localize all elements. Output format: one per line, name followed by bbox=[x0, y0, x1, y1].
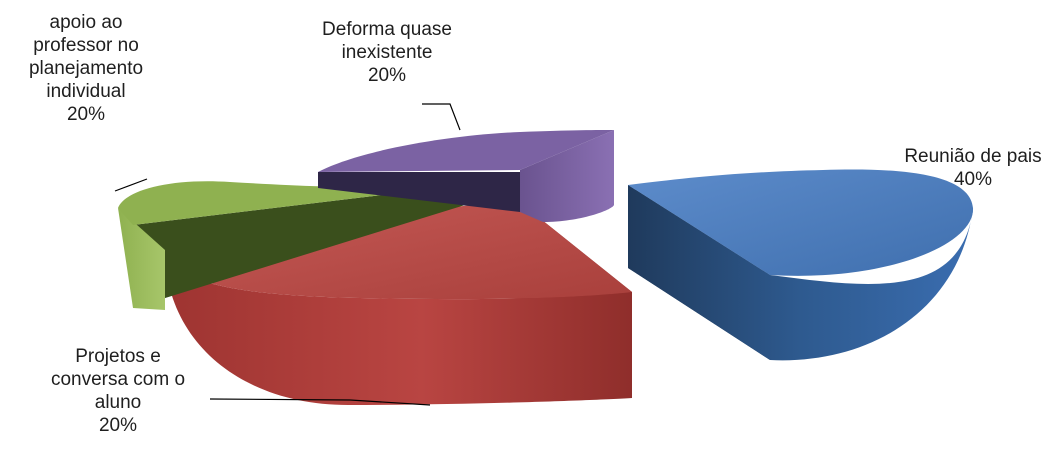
label-line: Projetos e bbox=[75, 346, 161, 367]
label-line: aluno bbox=[95, 392, 142, 413]
pie-slice-label: Reunião de pais 40% bbox=[904, 146, 1041, 190]
pie-slice-side bbox=[118, 208, 165, 310]
label-line: individual bbox=[46, 81, 125, 102]
label-line: inexistente bbox=[342, 42, 433, 63]
pie-slice-label: Deforma quase inexistente 20% bbox=[322, 19, 452, 86]
pie-slice bbox=[318, 130, 614, 222]
label-line: Reunião de pais bbox=[904, 146, 1041, 167]
pie-slice-side bbox=[628, 185, 973, 361]
pie-slice-wall bbox=[318, 172, 520, 212]
pie-slice-side bbox=[520, 130, 614, 222]
label-line: Deforma quase bbox=[322, 19, 452, 40]
pie-slice-top bbox=[165, 200, 632, 300]
leader-line bbox=[422, 103, 461, 131]
pie-slice-value-label: 20% bbox=[67, 104, 105, 125]
label-line: conversa com o bbox=[51, 369, 185, 390]
pie-slice-label: Projetos e conversa com o aluno 20% bbox=[51, 346, 185, 436]
leader-line bbox=[114, 178, 148, 192]
pie-slice-side bbox=[165, 250, 632, 405]
pie-slice-value-label: 20% bbox=[368, 65, 406, 86]
label-line: apoio ao bbox=[50, 12, 123, 33]
label-line: professor no bbox=[33, 35, 139, 56]
pie-slice-wall bbox=[133, 185, 465, 308]
pie-slice-top bbox=[628, 169, 974, 276]
pie-slice bbox=[628, 169, 974, 361]
pie-slice-label: apoio ao professor no planejamento individu… bbox=[29, 12, 143, 125]
pie-slice bbox=[165, 200, 632, 405]
pie-slice-top bbox=[318, 130, 614, 172]
leader-line bbox=[209, 398, 431, 406]
pie-slice-value-label: 40% bbox=[954, 169, 992, 190]
label-line: planejamento bbox=[29, 58, 143, 79]
pie-slice-value-label: 20% bbox=[99, 415, 137, 436]
